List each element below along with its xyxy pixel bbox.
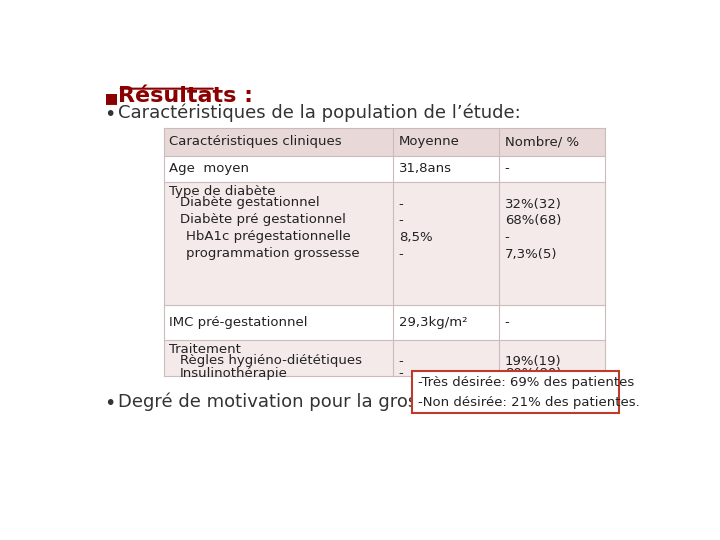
Text: -: - xyxy=(399,355,403,368)
Text: 7,3%(5): 7,3%(5) xyxy=(505,248,557,261)
Text: Moyenne: Moyenne xyxy=(399,136,459,148)
Bar xyxy=(163,156,606,182)
FancyBboxPatch shape xyxy=(413,372,618,413)
Text: -: - xyxy=(505,316,510,329)
Text: -: - xyxy=(399,214,403,227)
Bar xyxy=(163,182,606,305)
Text: Nombre/ %: Nombre/ % xyxy=(505,136,579,148)
Text: -Très désirée: 69% des patientes
-Non désirée: 21% des patientes.: -Très désirée: 69% des patientes -Non dé… xyxy=(418,376,639,409)
Text: -: - xyxy=(399,367,403,380)
Text: Type de diabète: Type de diabète xyxy=(169,185,276,198)
Text: 80%(80): 80%(80) xyxy=(505,367,561,380)
Text: -: - xyxy=(505,231,510,244)
Bar xyxy=(163,128,606,156)
Text: HbA1c prégestationnelle: HbA1c prégestationnelle xyxy=(186,230,351,242)
Text: •: • xyxy=(104,394,115,413)
Text: •: • xyxy=(104,105,115,124)
Text: -: - xyxy=(399,248,403,261)
Text: Caractéristiques de la population de l’étude:: Caractéristiques de la population de l’é… xyxy=(118,103,521,122)
Text: Caractéristiques cliniques: Caractéristiques cliniques xyxy=(169,136,342,148)
Text: ▪: ▪ xyxy=(104,88,119,108)
Text: -: - xyxy=(399,198,403,211)
Text: Degré de motivation pour la grossesse:: Degré de motivation pour la grossesse: xyxy=(118,393,474,411)
Text: -: - xyxy=(505,162,510,176)
Text: Age  moyen: Age moyen xyxy=(169,162,249,176)
Bar xyxy=(163,305,606,340)
Text: programmation grossesse: programmation grossesse xyxy=(186,247,360,260)
Text: Règles hygiéno-diététiques: Règles hygiéno-diététiques xyxy=(180,354,362,367)
Text: 31,8ans: 31,8ans xyxy=(399,162,451,176)
Text: Insulinothérapie: Insulinothérapie xyxy=(180,367,288,380)
Text: Traitement: Traitement xyxy=(169,343,241,356)
Text: 29,3kg/m²: 29,3kg/m² xyxy=(399,316,467,329)
Text: 32%(32): 32%(32) xyxy=(505,198,562,211)
Text: Diabète gestationnel: Diabète gestationnel xyxy=(180,197,320,210)
Text: IMC pré-gestationnel: IMC pré-gestationnel xyxy=(169,316,307,329)
Text: Diabète pré gestationnel: Diabète pré gestationnel xyxy=(180,213,346,226)
Bar xyxy=(163,340,606,376)
Text: Résultats :: Résultats : xyxy=(118,85,253,106)
Text: 8,5%: 8,5% xyxy=(399,231,433,244)
Text: 19%(19): 19%(19) xyxy=(505,355,562,368)
Text: 68%(68): 68%(68) xyxy=(505,214,561,227)
